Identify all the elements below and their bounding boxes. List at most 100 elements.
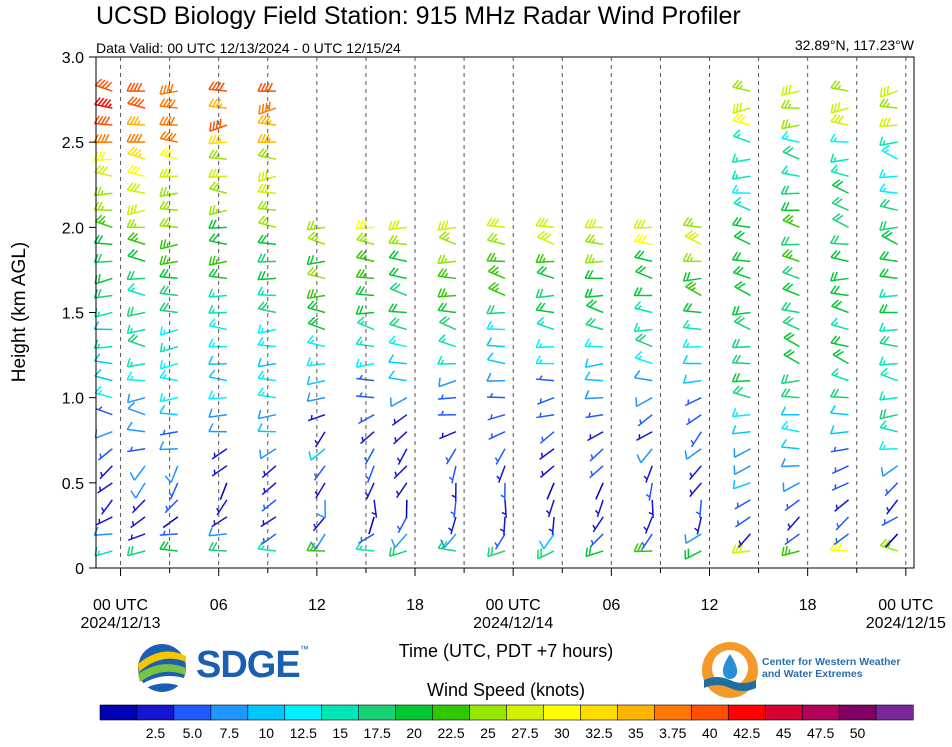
wind-barb (208, 255, 228, 266)
wind-barb (731, 184, 751, 195)
wind-barb (211, 448, 228, 460)
wind-barb (159, 285, 178, 297)
wind-barb (208, 81, 227, 92)
wind-barb (388, 220, 407, 231)
wind-barb (682, 217, 702, 229)
wind-barb (684, 548, 702, 560)
wind-barb (734, 281, 751, 297)
wind-barb (126, 182, 146, 195)
wind-barb (257, 324, 277, 334)
wind-barb (312, 516, 326, 532)
wind-barb (548, 516, 555, 535)
wind-barb (159, 392, 178, 403)
wind-barb (129, 465, 146, 481)
wind-barb (486, 372, 506, 382)
wind-barb (594, 499, 604, 518)
wind-barb (208, 541, 227, 552)
wind-barb (307, 413, 326, 422)
x-tick-date-label: 2024/12/15 (866, 615, 946, 632)
wind-barb (488, 431, 506, 441)
wind-barb (635, 333, 653, 348)
wind-barb (694, 516, 703, 535)
wind-barb (536, 375, 555, 382)
wind-barb (731, 170, 751, 180)
wind-barb (208, 219, 227, 229)
wind-barb (94, 385, 113, 399)
colorbar-tick-label: 40 (702, 725, 718, 741)
wind-barb (257, 200, 277, 212)
wind-barb (684, 533, 702, 544)
wind-barb (643, 465, 653, 483)
y-axis: 0 0.5 1.0 1.5 2.0 2.5 3.0 (62, 50, 96, 578)
wind-barb (487, 413, 506, 421)
wind-barb (592, 516, 604, 533)
x-tick-label: 12 (308, 597, 326, 614)
colorbar-swatch (173, 704, 212, 721)
wind-barb (780, 201, 800, 212)
colorbar-swatch (395, 704, 434, 721)
wind-barb (257, 357, 277, 368)
wind-barb (261, 499, 277, 512)
wind-barb (257, 253, 276, 263)
colorbar-tick-label: 30 (554, 725, 570, 741)
x-tick-label: 18 (799, 597, 817, 614)
wind-barb (445, 448, 457, 465)
wind-barb (831, 482, 849, 491)
wind-barb (830, 271, 849, 282)
station-coordinates: 32.89°N, 117.23°W (794, 37, 914, 53)
wind-barb (787, 516, 801, 531)
wind-barb (257, 540, 277, 552)
wind-barb (257, 423, 276, 433)
wind-barb (781, 165, 800, 177)
y-tick-label: 1.5 (62, 306, 84, 323)
wind-barb (208, 355, 227, 365)
wind-barb (437, 220, 457, 231)
water-drop-icon (702, 642, 758, 698)
wind-barb (159, 131, 178, 143)
wind-barb (306, 542, 326, 552)
wind-barb (439, 315, 457, 331)
colorbar-tick-label: 10 (259, 725, 275, 741)
wind-barb (451, 482, 457, 501)
wind-barb (732, 113, 751, 126)
wind-barb (634, 300, 653, 314)
wind-barb (440, 533, 457, 549)
wind-barb (306, 357, 326, 367)
wind-barb (486, 217, 506, 229)
wind-barb (126, 270, 146, 281)
colorbar-tick-label: 50 (850, 725, 866, 741)
wind-barb (208, 288, 227, 298)
wind-barb (486, 392, 506, 399)
wind-barb (388, 335, 408, 348)
wind-barb (535, 355, 555, 365)
colorbar-tick-label: 3.75 (659, 725, 686, 741)
wind-barb (886, 499, 899, 515)
wind-barb (731, 407, 751, 418)
colorbar-swatch (875, 704, 914, 721)
wind-barb (830, 80, 849, 92)
wind-barb (363, 448, 375, 465)
wind-barb (487, 546, 506, 558)
wind-barb (879, 98, 898, 109)
wind-barb (126, 306, 146, 317)
wind-barb (208, 233, 228, 246)
wind-barb (879, 288, 898, 298)
wind-barb (360, 431, 375, 445)
colorbar-swatch (727, 704, 766, 721)
colorbar-swatch (469, 704, 508, 721)
wind-barb (127, 393, 146, 404)
colorbar-swatch (543, 704, 582, 721)
wind-barb (389, 397, 408, 408)
wind-barb (257, 183, 277, 195)
wind-barb (355, 285, 375, 297)
wind-barb (829, 235, 849, 246)
wind-barb (356, 374, 375, 382)
colorbar-swatch (506, 704, 545, 721)
wind-barb (781, 119, 800, 130)
wind-barb (486, 337, 506, 348)
wind-barb (438, 231, 457, 246)
wind-barb (396, 516, 408, 534)
wind-barb (95, 406, 113, 416)
wind-barb (126, 133, 146, 143)
colorbar-swatch (358, 704, 397, 721)
